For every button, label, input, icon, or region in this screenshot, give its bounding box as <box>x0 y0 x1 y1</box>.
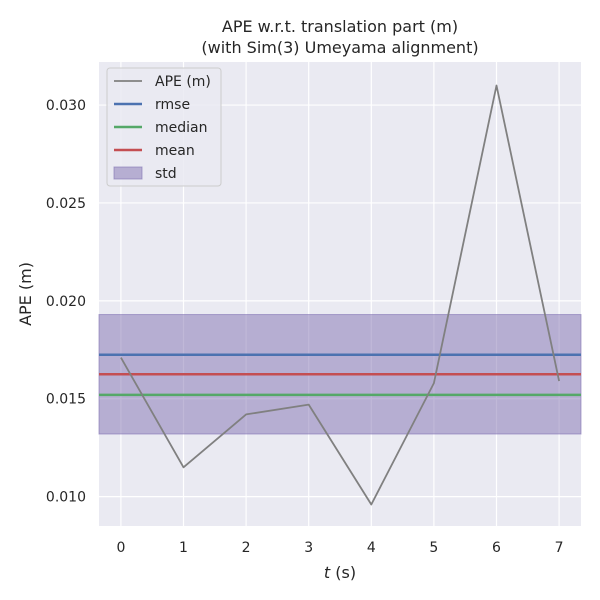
legend-label: median <box>155 120 207 136</box>
statistic-lines <box>99 353 581 397</box>
y-tick-label: 0.030 <box>46 98 86 114</box>
x-tick-label: 2 <box>242 540 251 556</box>
y-tick-label: 0.025 <box>46 196 86 212</box>
y-tick-label: 0.020 <box>46 294 86 310</box>
legend: APE (m) rmse median mean std <box>106 67 222 187</box>
legend-label: mean <box>155 143 195 159</box>
y-tick-labels: 0.010 0.015 0.020 0.025 0.030 <box>46 98 86 506</box>
x-axis-label-unit: (s) <box>330 563 356 582</box>
y-tick-label: 0.015 <box>46 392 86 408</box>
x-tick-label: 1 <box>179 540 188 556</box>
legend-box <box>106 67 222 187</box>
chart-title-line1: APE w.r.t. translation part (m) <box>222 17 458 36</box>
x-tick-label: 3 <box>304 540 313 556</box>
legend-swatch <box>113 166 143 180</box>
y-axis-label: APE (m) <box>16 262 35 326</box>
legend-label: rmse <box>155 97 190 113</box>
x-axis-label-var: t <box>324 563 331 582</box>
legend-label: std <box>155 166 177 182</box>
y-tick-label: 0.010 <box>46 490 86 506</box>
x-tick-label: 5 <box>429 540 438 556</box>
legend-label: APE (m) <box>155 74 211 90</box>
ape-series-line <box>120 84 560 506</box>
chart-title-line2: (with Sim(3) Umeyama alignment) <box>201 38 478 57</box>
x-axis-label: t (s) <box>324 563 356 582</box>
x-tick-label: 0 <box>116 540 125 556</box>
x-tick-label: 7 <box>555 540 564 556</box>
x-tick-labels: 0 1 2 3 4 5 6 7 <box>116 540 563 556</box>
series-lines <box>120 84 560 506</box>
x-tick-label: 6 <box>492 540 501 556</box>
x-tick-label: 4 <box>367 540 376 556</box>
